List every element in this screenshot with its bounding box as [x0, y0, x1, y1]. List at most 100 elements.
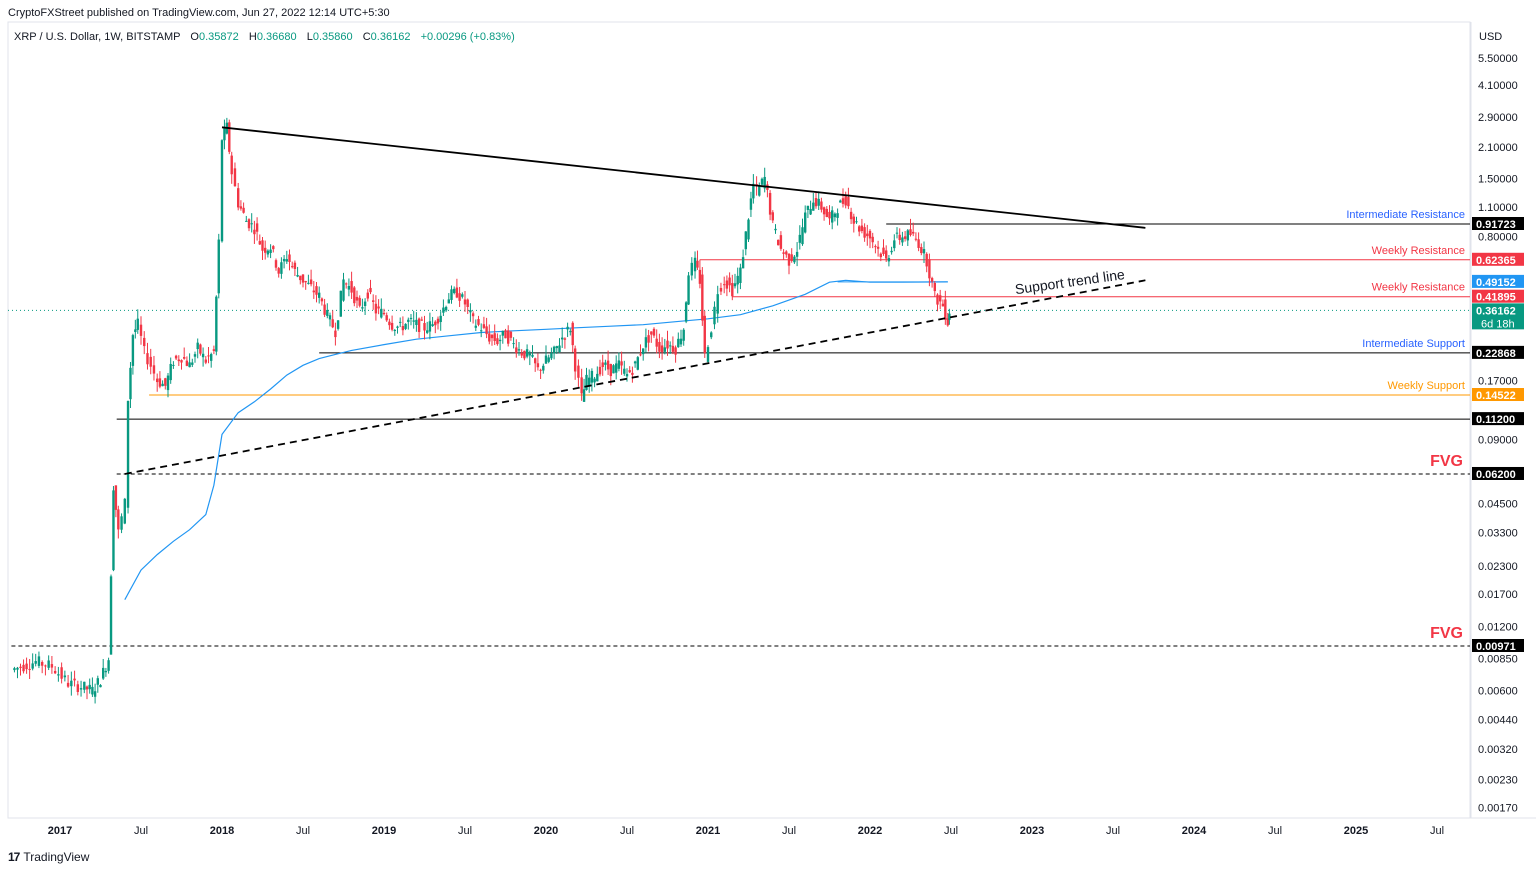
tradingview-brand[interactable]: 17 TradingView	[8, 850, 89, 864]
candle-body	[885, 250, 888, 259]
candle-body	[73, 678, 76, 681]
candle-body	[669, 345, 672, 347]
candle-body	[401, 325, 405, 331]
ma-value-price-label: 0.49152	[1476, 277, 1516, 289]
candle-body	[914, 238, 918, 240]
candle-body	[739, 267, 742, 283]
candle-body	[156, 378, 159, 383]
fvg-lower-fvg-label: FVG	[1430, 625, 1463, 642]
candle-body	[490, 334, 494, 339]
candle-body	[539, 369, 542, 371]
x-tick-label: Jul	[1106, 825, 1120, 837]
candle-body	[60, 667, 63, 679]
candle-body	[274, 260, 278, 268]
candle-body	[839, 200, 842, 203]
candle-body	[609, 364, 612, 377]
candle-body	[114, 485, 118, 510]
candle-body	[550, 353, 553, 359]
candle-body	[847, 197, 850, 207]
candle-body	[353, 287, 356, 304]
x-tick-label: 2019	[372, 825, 396, 837]
ma-value-price-box	[1472, 274, 1524, 288]
y-tick-label: 0.00230	[1478, 775, 1518, 787]
candle-body	[396, 326, 399, 328]
candle-body	[345, 283, 348, 285]
candle-body	[96, 678, 99, 685]
candle-body	[922, 249, 926, 254]
candle-body	[936, 294, 939, 305]
candle-body	[463, 299, 467, 305]
candle-body	[377, 306, 380, 309]
candle-body	[442, 307, 445, 313]
weekly-resistance-2-price-label: 0.41895	[1476, 292, 1516, 304]
candle-body	[53, 670, 57, 674]
candle-body	[561, 337, 564, 340]
candle-body	[876, 246, 880, 249]
y-tick-label: 5.50000	[1478, 53, 1518, 65]
candle-body	[372, 300, 375, 302]
candle-body	[477, 319, 480, 325]
candle-body	[849, 211, 853, 220]
change-value: +0.00296 (+0.83%)	[420, 31, 515, 43]
candle-body	[166, 375, 170, 391]
candle-body	[523, 350, 526, 359]
x-tick-label: 2025	[1344, 825, 1368, 837]
candle-body	[323, 304, 326, 315]
fvg-lower-price-box	[1472, 639, 1524, 652]
candle-body	[777, 239, 780, 246]
candle-body	[426, 330, 429, 333]
candle-body	[585, 374, 588, 390]
candle-body	[525, 349, 529, 357]
candle-body	[107, 660, 110, 671]
candle-body	[388, 321, 391, 326]
y-tick-label: 0.09000	[1478, 434, 1518, 446]
candle-body	[749, 198, 753, 210]
candle-body	[620, 361, 623, 366]
last-price-price-label: 0.36162	[1476, 305, 1516, 317]
x-tick-label: 2022	[858, 825, 882, 837]
moving-average-line	[124, 279, 948, 600]
weekly-support-text: Weekly Support	[1388, 380, 1465, 392]
y-tick-label: 0.03300	[1478, 527, 1518, 539]
candle-body	[871, 236, 874, 243]
candle-body	[34, 661, 37, 664]
candle-body	[731, 283, 734, 297]
candle-body	[507, 330, 510, 344]
candle-body	[63, 675, 67, 678]
weekly-resistance-1-text: Weekly Resistance	[1372, 245, 1465, 257]
candle-body	[631, 372, 634, 375]
candle-body	[504, 330, 507, 339]
candle-body	[31, 663, 34, 669]
symbol-name[interactable]: XRP / U.S. Dollar, 1W, BITSTAMP	[14, 31, 181, 43]
y-tick-label: 0.01200	[1478, 621, 1518, 633]
candle-body	[887, 258, 891, 262]
y-tick-label: 0.00850	[1478, 653, 1518, 665]
candle-body	[129, 367, 132, 400]
candle-body	[806, 205, 810, 210]
candle-body	[844, 196, 847, 206]
candle-body	[434, 321, 437, 326]
candle-body	[790, 254, 793, 261]
candle-body	[679, 338, 683, 345]
candle-body	[245, 220, 248, 222]
candle-body	[660, 345, 664, 353]
y-tick-label: 1.50000	[1478, 173, 1518, 185]
candle-body	[239, 206, 243, 209]
support-low-price-box	[1472, 412, 1524, 426]
x-tick-label: 2023	[1020, 825, 1044, 837]
intermediate-resistance-text: Intermediate Resistance	[1346, 209, 1465, 221]
candle-body	[19, 666, 22, 669]
candle-body	[455, 287, 459, 298]
candle-body	[44, 665, 47, 667]
y-tick-label: 1.10000	[1478, 202, 1518, 214]
candle-body	[369, 287, 372, 293]
candle-body	[404, 323, 407, 329]
candle-body	[177, 359, 180, 362]
candle-body	[272, 246, 275, 250]
y-tick-label: 0.00170	[1478, 803, 1518, 815]
candle-body	[439, 315, 442, 323]
candle-body	[658, 341, 661, 352]
candle-body	[596, 373, 599, 382]
candle-body	[450, 289, 453, 300]
